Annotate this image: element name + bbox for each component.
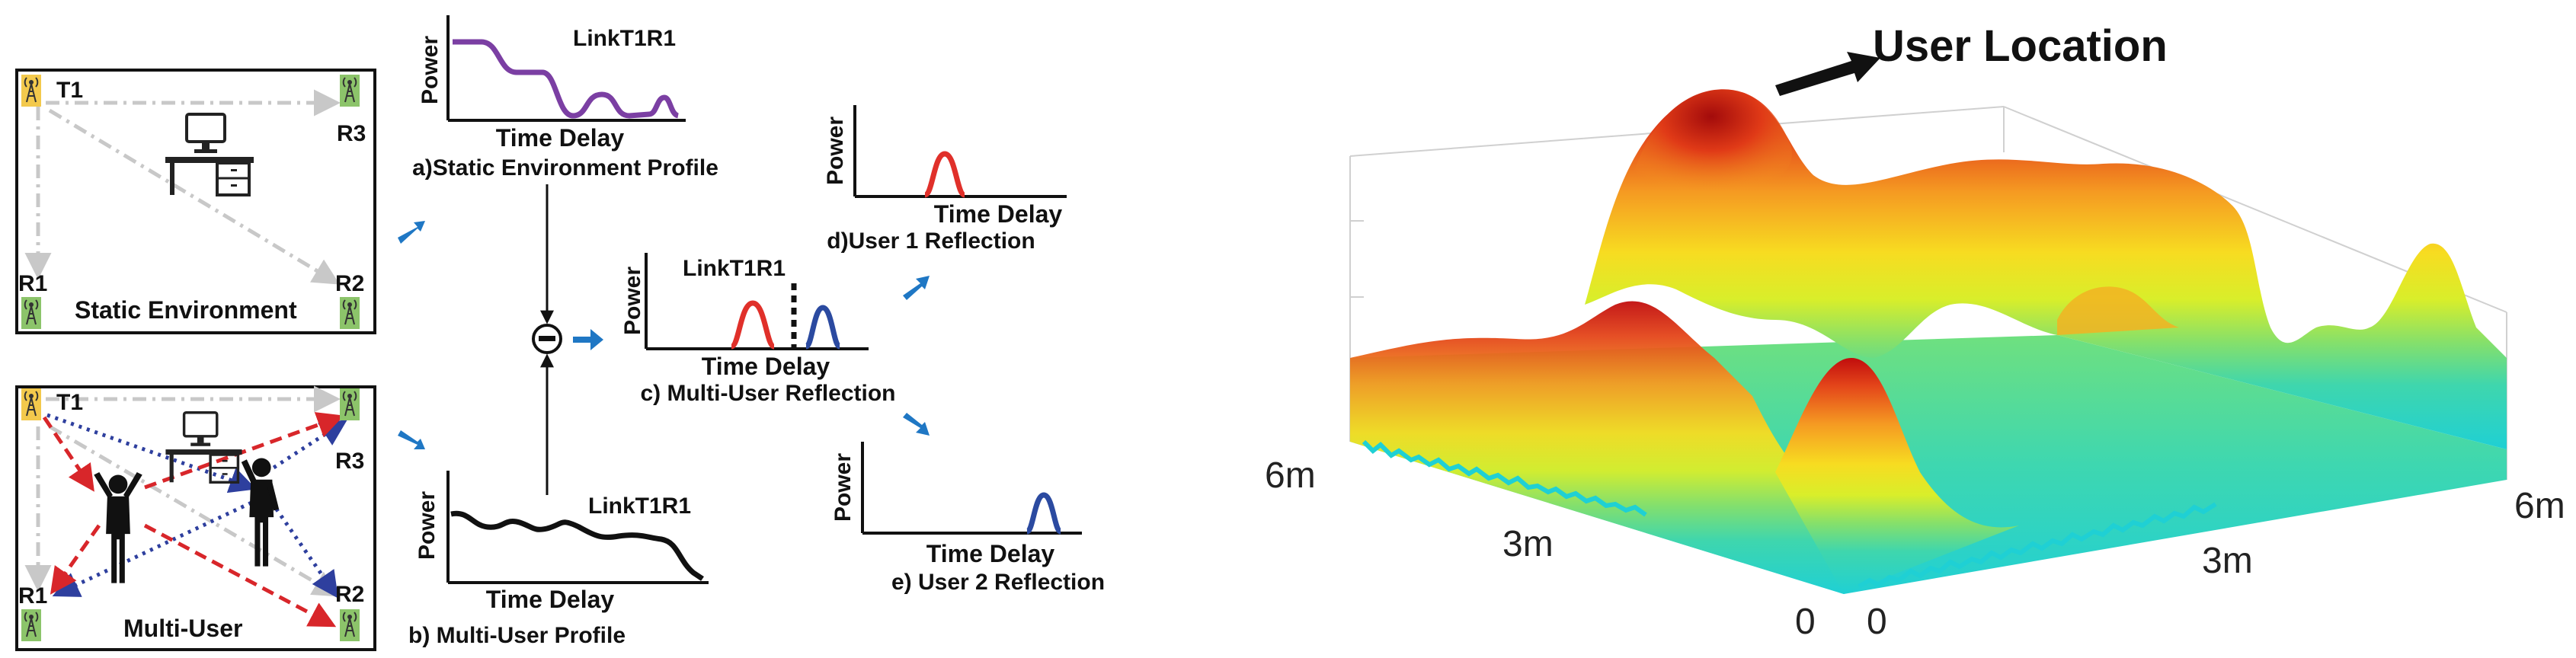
- panel-a-link-label: LinkT1R1: [573, 26, 676, 51]
- panel-b-link-label: LinkT1R1: [588, 494, 691, 519]
- panel-e-y-label: Power: [830, 453, 856, 522]
- axis-label-right-mid: 3m: [2202, 541, 2253, 581]
- arrow-right-icon: [573, 329, 603, 350]
- panel-a: Power LinkT1R1 Time Delay a)Static Envir…: [412, 15, 718, 180]
- static-r1-label: R1: [18, 271, 47, 296]
- multi-r3-label: R3: [335, 449, 364, 474]
- axis-label-left-mid: 3m: [1502, 524, 1554, 564]
- panel-a-y-label: Power: [418, 36, 443, 104]
- panel-b-caption: b) Multi-User Profile: [408, 623, 626, 648]
- arrow-right-icon: [398, 430, 425, 449]
- panel-e: Power Time Delay e) User 2 Reflection: [830, 442, 1105, 595]
- panel-c: Power LinkT1R1 Time Delay c) Multi-User …: [620, 253, 896, 406]
- axis-label-left-far: 6m: [1265, 455, 1316, 496]
- user1-peak: [730, 300, 776, 350]
- static-room: T1 R3 R1 R2 Static Environment: [15, 69, 376, 334]
- arrow-right-icon: [903, 413, 930, 436]
- axis-label-right-far: 6m: [2514, 486, 2565, 526]
- panel-d-caption: d)User 1 Reflection: [827, 228, 1035, 254]
- panel-b-y-label: Power: [414, 491, 440, 560]
- panel-c-y-label: Power: [620, 267, 645, 335]
- panel-d-x-label: Time Delay: [934, 200, 1063, 228]
- multi-user-profile-curve: [450, 510, 704, 581]
- panel-c-link-label: LinkT1R1: [683, 256, 786, 281]
- panel-e-x-label: Time Delay: [926, 540, 1055, 567]
- surface-plateau: [1585, 91, 2507, 450]
- surface-edge: [1362, 439, 1647, 517]
- axis-label-right-zero: 0: [1867, 602, 1887, 642]
- static-r2-label: R2: [335, 271, 364, 296]
- multi-r2-label: R2: [335, 582, 364, 607]
- multi-gray-paths: [24, 385, 341, 597]
- multi-r1-label: R1: [18, 583, 47, 608]
- panel-c-caption: c) Multi-User Reflection: [640, 381, 895, 406]
- multi-t1-label: T1: [56, 390, 83, 415]
- surface-peak-highlight: [1630, 89, 1792, 199]
- annotation-arrow-icon: [1775, 52, 1880, 96]
- multi-room-label: Multi-User: [123, 615, 242, 642]
- surface-bump: [2057, 286, 2179, 335]
- panel-a-x-label: Time Delay: [496, 124, 625, 152]
- subtract-node: [532, 184, 562, 495]
- panel-a-caption: a)Static Environment Profile: [412, 155, 718, 180]
- multi-room: T1 R3 R1 R2 Multi-User: [15, 385, 376, 651]
- static-profile-curve: [453, 39, 680, 119]
- static-paths: [24, 89, 341, 285]
- static-t1-label: T1: [56, 78, 83, 103]
- panel-d-y-label: Power: [823, 117, 848, 185]
- surface-annotation: User Location: [1873, 21, 2168, 71]
- panel-d: Power Time Delay d)User 1 Reflection: [823, 105, 1067, 254]
- arrow-right-icon: [398, 221, 425, 244]
- panel-c-x-label: Time Delay: [702, 353, 830, 380]
- arrow-right-icon: [903, 276, 930, 300]
- minus-icon: [539, 336, 555, 341]
- multi-room-border: [15, 385, 376, 651]
- static-r3-label: R3: [337, 121, 366, 146]
- static-room-label: Static Environment: [75, 296, 297, 324]
- surface-front-left: [1350, 301, 1844, 594]
- panel-e-caption: e) User 2 Reflection: [891, 570, 1105, 595]
- surface-front-peak: [1775, 358, 2019, 594]
- axis-label-left-zero: 0: [1795, 602, 1816, 642]
- panel-b: Power LinkT1R1 Time Delay b) Multi-User …: [408, 471, 709, 648]
- static-room-border: [15, 69, 376, 334]
- surface-edge: [1858, 502, 2217, 589]
- panel-b-x-label: Time Delay: [486, 586, 615, 613]
- user2-reflection-peak: [1026, 492, 1062, 535]
- user2-peak: [804, 305, 842, 350]
- surface-plot: User Location 6m 3m 0 0 3m 6m: [1265, 21, 2565, 642]
- user1-reflection-peak: [923, 151, 966, 198]
- flow-arrows: [398, 221, 930, 449]
